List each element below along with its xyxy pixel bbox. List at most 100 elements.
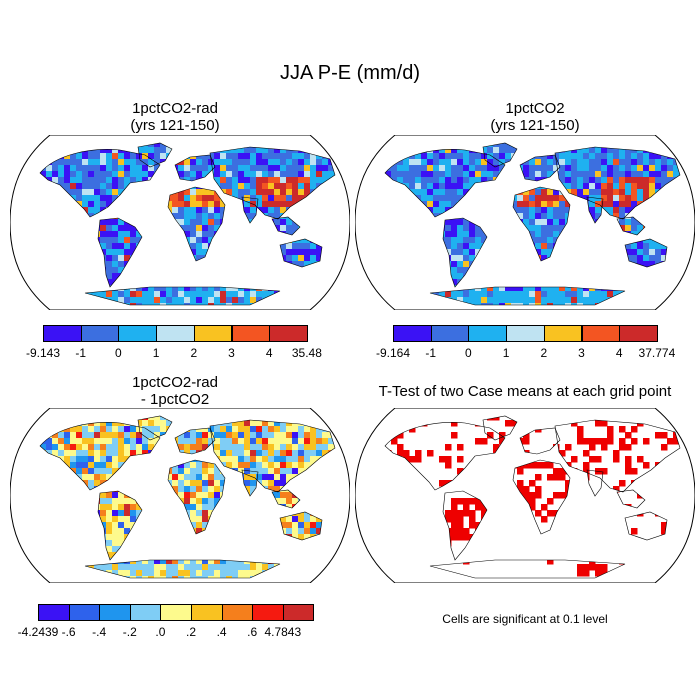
map-cell [40,147,47,154]
map-cell [28,438,35,445]
map-cell [148,438,155,445]
map-cell [310,450,317,457]
map-cell [361,195,368,202]
map-cell [328,416,335,421]
map-cell [88,522,95,529]
map-cell [373,249,380,256]
map-cell [262,534,269,541]
map-cell [172,528,179,535]
map-cell [244,510,251,517]
map-cell [232,462,239,469]
map-cell [493,135,500,142]
map-cell [100,291,107,298]
map-cell [154,243,161,250]
map-cell [304,438,311,445]
map-cell [328,201,335,208]
map-cell [262,420,269,427]
map-cell [433,153,440,160]
map-cell [244,480,251,487]
map-cell [559,153,566,160]
map-cell [340,231,347,238]
map-cell [226,291,233,298]
map-cell [298,486,305,493]
map-cell [232,237,239,244]
map-cell [451,195,458,202]
map-cell [385,147,392,154]
map-cell [208,189,215,196]
map-cell [274,450,281,457]
map-cell [52,564,59,571]
map-cell [328,462,335,469]
map-cell [373,243,380,250]
map-cell [280,153,287,160]
map-cell [232,207,239,214]
map-cell [679,243,680,250]
map-cell [112,279,119,286]
map-cell [553,143,560,148]
map-cell [385,273,386,280]
map-cell [481,291,488,298]
map-cell [280,219,287,226]
map-cell [322,546,329,553]
map-cell [403,147,410,154]
map-cell [46,171,53,178]
map-cell [52,225,59,232]
map-cell [385,225,386,232]
map-cell [16,474,23,481]
map-cell [427,147,434,154]
map-cell [142,153,149,160]
map-cell [661,267,668,274]
map-cell [274,219,281,226]
map-cell [685,309,692,310]
map-cell [475,213,482,220]
map-cell [304,285,311,292]
map-cell [469,177,476,184]
map-cell [310,213,317,220]
map-cell [487,213,494,220]
map-cell [52,480,59,487]
map-cell [52,189,59,196]
coastline-se-asia [271,216,301,236]
map-cell [46,462,53,469]
panel-title-1pctco2-rad: 1pctCO2-rad (yrs 121-150) [40,100,310,134]
map-cell [88,498,95,505]
map-cell [613,291,620,298]
map-cell [361,255,368,262]
map-cell [553,195,560,202]
map-cell [64,438,71,445]
map-cell [328,474,335,481]
map-cell [58,231,65,238]
map-cell [46,183,53,190]
map-cell [523,279,530,286]
map-cell [64,249,71,256]
map-cell [583,261,590,268]
map-cell [403,237,410,244]
map-cell [649,153,656,160]
map-cell [70,183,77,190]
map-cell [256,183,263,190]
map-cell [130,540,137,547]
map-cell [34,408,41,415]
map-cell [82,261,89,268]
map-cell [475,237,482,244]
map-cell [535,143,542,148]
map-cell [661,273,668,280]
map-cell [391,267,398,274]
map-cell [166,456,173,463]
map-cell [172,195,179,202]
map-cell [208,231,215,238]
map-cell [571,273,578,280]
map-cell [463,291,470,298]
map-cell [367,141,374,148]
map-cell [166,504,173,511]
map-cell [505,273,512,280]
map-cell [10,450,17,457]
map-cell [643,303,650,305]
map-cell [220,195,227,202]
map-cell [541,213,548,220]
map-cell [244,444,251,451]
map-cell [172,516,179,523]
map-cell [76,516,83,523]
map-cell [154,420,161,427]
map-cell [487,303,494,305]
